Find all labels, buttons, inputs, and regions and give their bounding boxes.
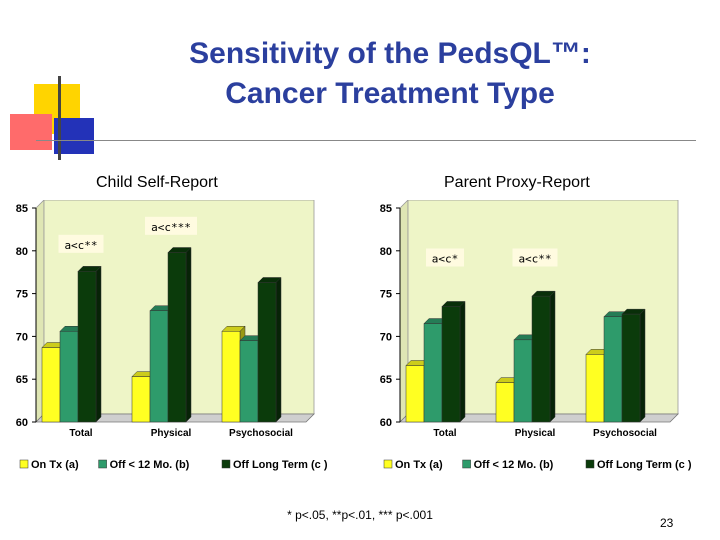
bar-off-physical — [513, 339, 533, 423]
significance-annotation: a<c** — [64, 239, 97, 252]
significance-annotation: a<c** — [518, 253, 551, 266]
y-tick-label: 80 — [380, 246, 392, 258]
significance-annotation: a<c*** — [151, 221, 191, 234]
y-tick-label: 70 — [16, 331, 28, 343]
decor-vertical-line — [58, 76, 61, 160]
annotation-box — [145, 216, 197, 235]
significance-footnote: * p<.05, **p<.01, *** p<.001 — [287, 508, 433, 522]
bar-off-total — [441, 306, 461, 423]
bar-off-physical — [149, 310, 169, 423]
bar-on-total — [405, 365, 425, 423]
legend-swatch — [221, 459, 231, 469]
legend-label: Off < 12 Mo. (b) — [474, 459, 554, 471]
bar-off-physical — [167, 252, 187, 423]
annotation-box — [58, 234, 104, 253]
slide-title: Sensitivity of the PedsQL™: Cancer Treat… — [110, 34, 670, 114]
bar-on-total — [41, 347, 61, 423]
legend-label: Off Long Term (c ) — [597, 459, 692, 471]
category-label: Psychosocial — [593, 428, 657, 439]
category-label: Psychosocial — [229, 428, 293, 439]
page-number: 23 — [660, 516, 674, 530]
bar-off-psychosocial — [257, 282, 277, 423]
bar-side — [639, 308, 646, 423]
legend-label: Off Long Term (c ) — [233, 459, 328, 471]
slide-title-line-1: Sensitivity of the PedsQL™: — [189, 37, 591, 70]
bar-off-total — [59, 331, 79, 423]
legend-swatch — [19, 459, 29, 469]
decor-red-square — [10, 114, 52, 150]
legend-label: On Tx (a) — [395, 459, 443, 471]
annotation-box — [426, 248, 464, 267]
legend-swatch — [98, 459, 107, 469]
y-tick-label: 65 — [380, 374, 392, 386]
chart-title-parent: Parent Proxy-Report — [444, 174, 590, 191]
y-tick-label: 65 — [16, 374, 28, 386]
bar-off-psychosocial — [621, 313, 641, 423]
slide-title-line-2: Cancer Treatment Type — [225, 77, 555, 110]
y-tick-label: 60 — [380, 417, 392, 429]
bar-off-total — [423, 323, 443, 423]
decor-horizontal-line — [36, 140, 696, 141]
bar-side — [95, 265, 102, 423]
category-label: Physical — [515, 428, 556, 439]
bar-off-physical — [531, 295, 551, 423]
legend-label: Off < 12 Mo. (b) — [110, 459, 190, 471]
y-tick-label: 85 — [380, 203, 392, 215]
category-label: Total — [433, 428, 456, 439]
bar-off-total — [77, 271, 97, 423]
category-label: Total — [69, 428, 92, 439]
bar-off-psychosocial — [603, 316, 623, 423]
bar-on-psychosocial — [585, 354, 605, 423]
bar-on-physical — [495, 382, 515, 423]
y-tick-label: 85 — [16, 203, 28, 215]
chart-title-child: Child Self-Report — [96, 174, 218, 191]
bar-off-psychosocial — [239, 340, 259, 423]
bar-side — [185, 246, 192, 423]
bar-side — [459, 300, 466, 423]
y-tick-label: 60 — [16, 417, 28, 429]
y-tick-label: 80 — [16, 246, 28, 258]
legend-swatch — [383, 459, 393, 469]
category-label: Physical — [151, 428, 192, 439]
bar-side — [275, 276, 282, 423]
y-tick-label: 75 — [380, 289, 392, 301]
bar-side — [549, 290, 556, 423]
chart-child-self-report: 60 65 70 75 80 85 Total Physical Psychosocial a<c… — [16, 200, 328, 471]
legend-label: On Tx (a) — [31, 459, 79, 471]
legend-swatch — [462, 459, 471, 469]
bar-on-physical — [131, 376, 151, 423]
y-tick-label: 70 — [380, 331, 392, 343]
bar-on-psychosocial — [221, 331, 241, 423]
legend-swatch — [585, 459, 595, 469]
annotation-box — [512, 248, 558, 267]
chart-parent-proxy-report: 60 65 70 75 80 85 Total Physical Psychosocial a<c… — [380, 200, 692, 471]
significance-annotation: a<c* — [432, 253, 459, 266]
y-tick-label: 75 — [16, 289, 28, 301]
